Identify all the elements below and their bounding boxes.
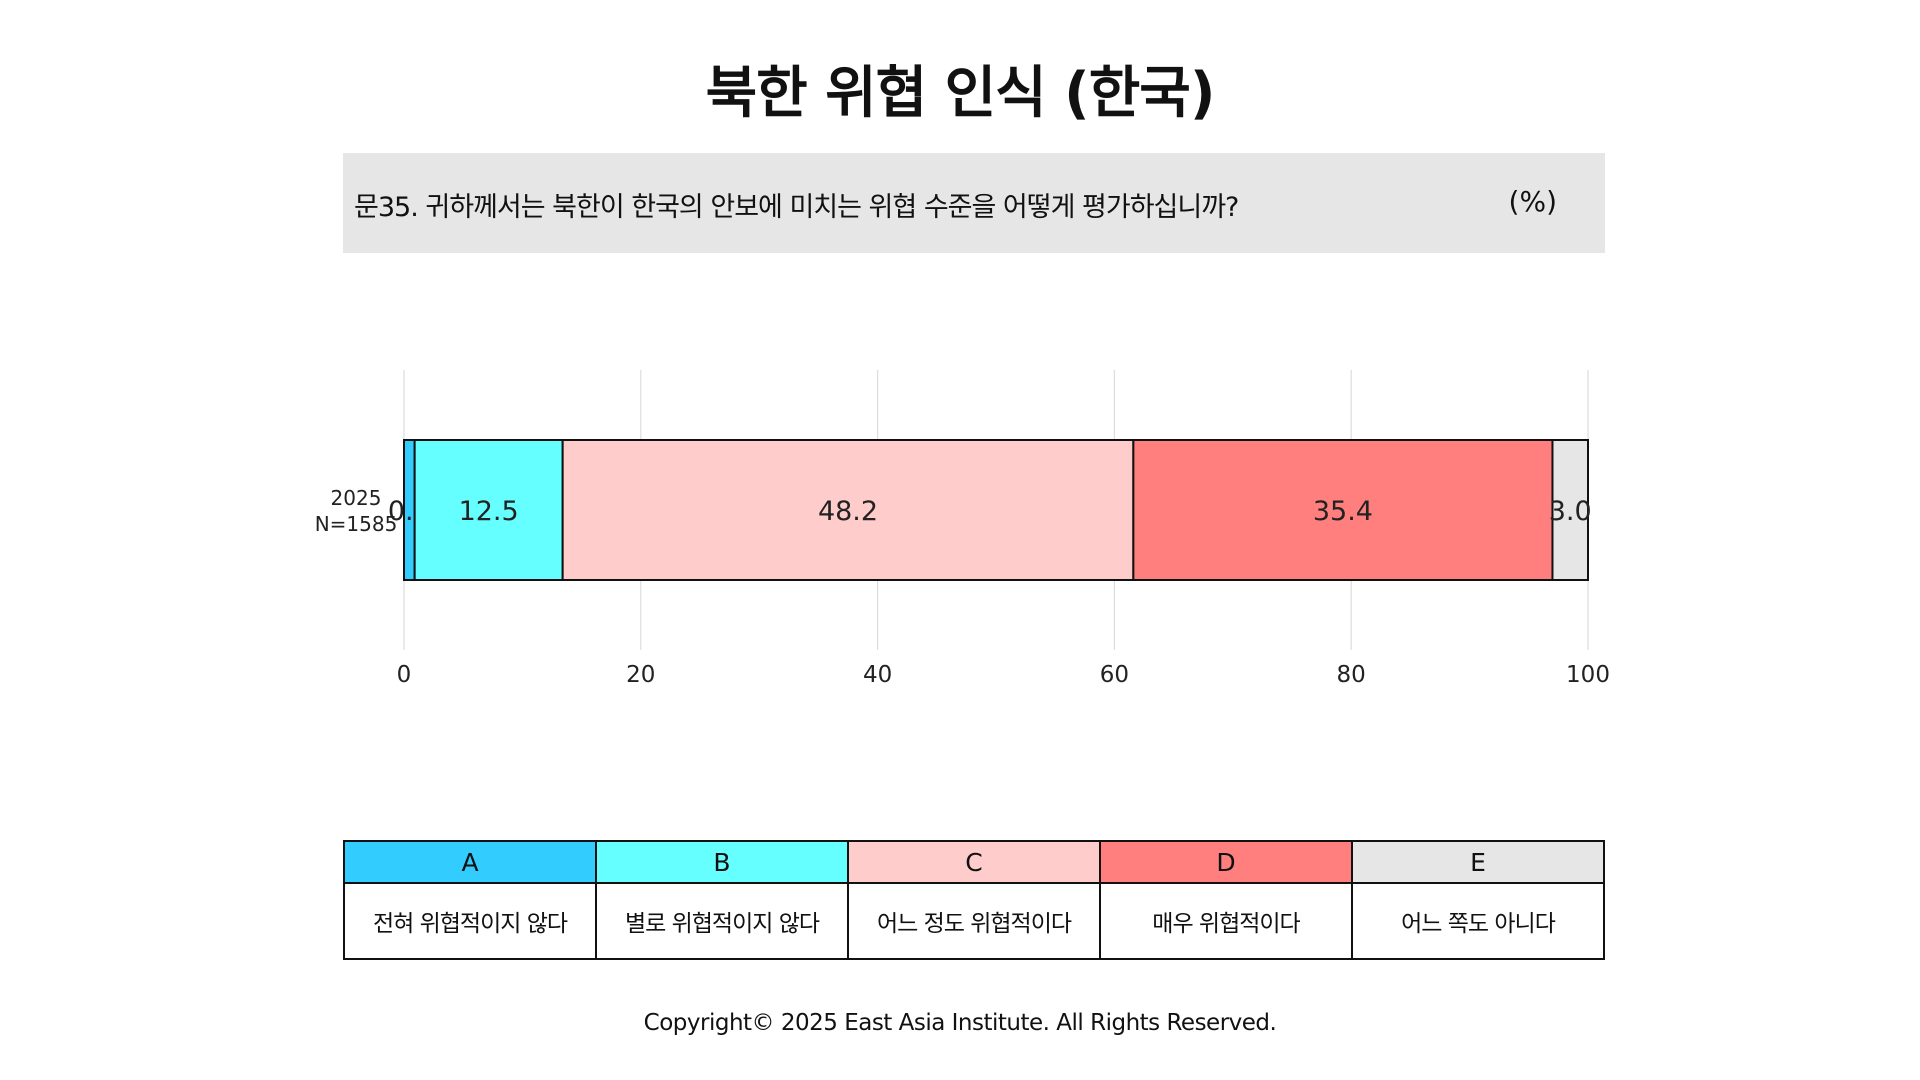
- bar-segment-d: [1132, 439, 1554, 581]
- unit-label: (%): [1508, 185, 1557, 218]
- legend-key-e: E: [1351, 840, 1605, 884]
- question-box: 문35. 귀하께서는 북한이 한국의 안보에 미치는 위협 수준을 어떻게 평가…: [343, 153, 1605, 253]
- copyright-text: Copyright© 2025 East Asia Institute. All…: [643, 1010, 1277, 1036]
- x-tick-label-5: 100: [1566, 662, 1610, 688]
- legend-desc-e: 어느 쪽도 아니다: [1351, 882, 1605, 960]
- legend-key-b: B: [595, 840, 849, 884]
- data-label-e: 3.0: [1549, 496, 1592, 527]
- legend-key-d: D: [1099, 840, 1353, 884]
- data-label-c: 48.2: [818, 496, 878, 527]
- x-tick-label-3: 60: [1100, 662, 1129, 688]
- bar-segment-e: [1551, 439, 1589, 581]
- x-tick-label-2: 40: [863, 662, 892, 688]
- data-label-d: 35.4: [1313, 496, 1373, 527]
- x-tick-label-0: 0: [397, 662, 412, 688]
- data-label-b: 12.5: [459, 496, 519, 527]
- legend-desc-b: 별로 위협적이지 않다: [595, 882, 849, 960]
- question-text: 문35. 귀하께서는 북한이 한국의 안보에 미치는 위협 수준을 어떻게 평가…: [354, 192, 1239, 223]
- legend-key-c: C: [847, 840, 1101, 884]
- legend-desc-d: 매우 위협적이다: [1099, 882, 1353, 960]
- legend-desc-a: 전혀 위협적이지 않다: [343, 882, 597, 960]
- legend-table: A B C D E 전혀 위협적이지 않다 별로 위협적이지 않다 어느 정도 …: [343, 840, 1605, 960]
- category-label-line-1: N=1585: [315, 512, 398, 536]
- legend-desc-c: 어느 정도 위협적이다: [847, 882, 1101, 960]
- legend-key-a: A: [343, 840, 597, 884]
- x-tick-label-4: 80: [1337, 662, 1366, 688]
- x-tick-label-1: 20: [626, 662, 655, 688]
- chart-title: 북한 위협 인식 (한국): [705, 61, 1216, 126]
- bar-segment-b: [413, 439, 564, 581]
- category-label-line-0: 2025: [331, 486, 382, 510]
